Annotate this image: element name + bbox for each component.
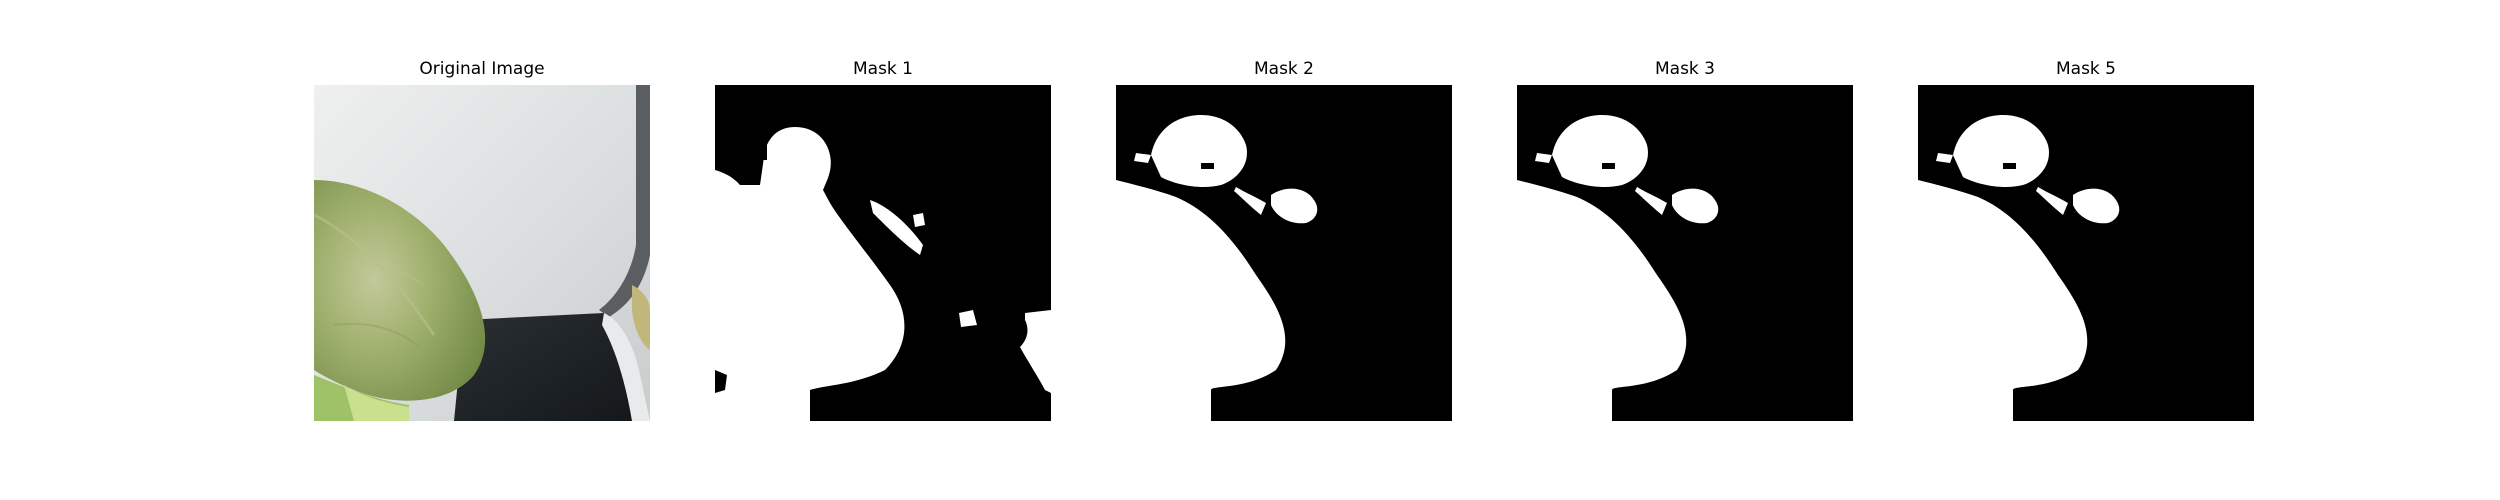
panel-title: Mask 2: [1253, 59, 1314, 79]
white-rim: [602, 313, 650, 421]
leaf-vein-lower: [333, 322, 420, 348]
mask-1-panel: Mask 1: [715, 0, 1051, 500]
mask-hole-top: [760, 145, 767, 160]
leaf-vein: [314, 213, 436, 336]
mask-foreground-strip: [870, 200, 923, 255]
mask-foreground-lobe: [2073, 188, 2120, 224]
panel-title: Original Image: [419, 59, 545, 79]
mask-foreground-patch: [959, 310, 977, 327]
mask-foreground-fleck: [1936, 153, 1953, 163]
mask-3: [1517, 85, 1853, 421]
original-image: [314, 85, 650, 421]
panel-title: Mask 5: [2055, 59, 2116, 79]
lower-leaf-highlight: [344, 385, 409, 421]
mask-2-panel: Mask 2: [1116, 0, 1452, 500]
mask-hole: [715, 370, 727, 393]
mask-5-panel: Mask 5: [1918, 0, 2254, 500]
mask-foreground-bridge: [1234, 187, 1266, 215]
panel-title: Mask 1: [852, 59, 913, 79]
mask-3-image: [1517, 85, 1853, 421]
mask-foreground-body: [1517, 180, 1687, 421]
mask-foreground-fleck: [1134, 153, 1151, 163]
mask-foreground: [715, 127, 905, 421]
mask-2: [1116, 85, 1452, 421]
panel-title: Mask 3: [1654, 59, 1715, 79]
mask-foreground-bridge: [2036, 187, 2068, 215]
mask-foreground-lobe: [1271, 188, 1318, 224]
second-leaf-edge: [632, 285, 650, 350]
mask-foreground-speck: [913, 213, 925, 227]
mask-foreground-body: [1116, 180, 1286, 421]
mask-foreground-top: [1552, 115, 1648, 188]
dark-shadow-region: [454, 313, 634, 421]
leaf-vein-secondary: [343, 262, 425, 286]
mask-foreground-fleck: [1535, 153, 1552, 163]
mask-hole: [2003, 163, 2016, 169]
mask-foreground-lobe: [1672, 188, 1719, 224]
mask-1-image: [715, 85, 1051, 421]
mask-foreground-top: [1151, 115, 1247, 188]
mask-foreground-body: [1918, 180, 2088, 421]
mask-foreground-bridge: [1635, 187, 1667, 215]
mask-5: [1918, 85, 2254, 421]
mask-hole: [1602, 163, 1615, 169]
mask-foreground-top: [1953, 115, 2049, 188]
mask-hole: [1201, 163, 1214, 169]
mask-1: [715, 85, 1051, 421]
wall-edge: [599, 85, 650, 317]
mask-5-image: [1918, 85, 2254, 421]
original-image-panel: Original Image: [314, 0, 650, 500]
mask-3-panel: Mask 3: [1517, 0, 1853, 500]
mask-2-image: [1116, 85, 1452, 421]
mask-foreground-right: [1020, 310, 1051, 393]
original-photo: [314, 85, 650, 421]
